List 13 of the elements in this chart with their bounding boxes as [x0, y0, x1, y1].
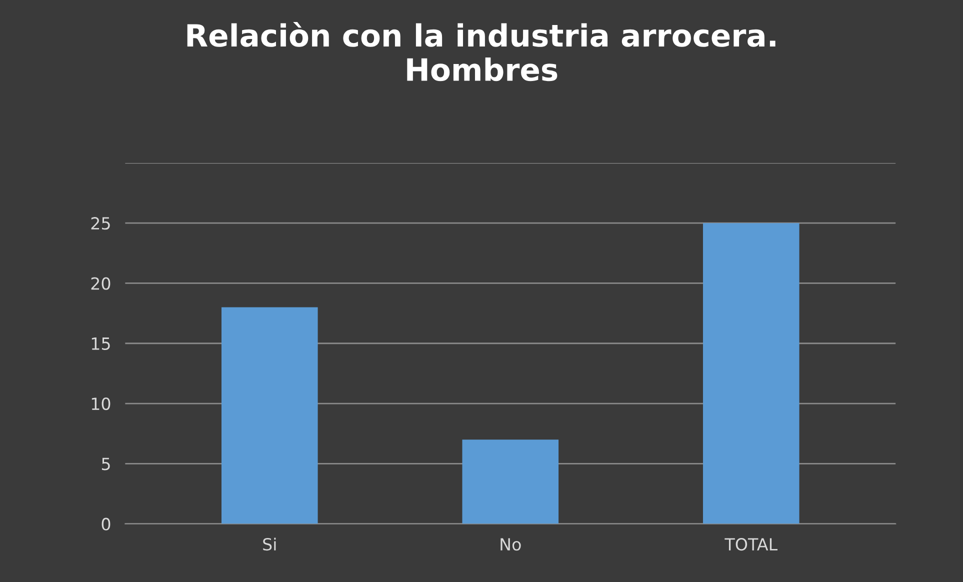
x-tick-label: No [500, 538, 521, 551]
y-tick-label: 25 [91, 217, 110, 230]
y-tick-label: 15 [92, 338, 110, 350]
x-tick-label: TOTAL [724, 538, 778, 551]
chart-title: Relaciòn con la industria arrocera. Hombres [187, 22, 776, 82]
x-tick-label: Si [263, 538, 276, 551]
bar [462, 440, 559, 524]
y-tick-label: 0 [102, 518, 110, 530]
bar [702, 223, 800, 524]
y-tick-label: 5 [102, 458, 110, 470]
y-tick-label: 20 [91, 277, 110, 290]
y-tick-label: 10 [92, 397, 110, 410]
bar [221, 307, 318, 524]
